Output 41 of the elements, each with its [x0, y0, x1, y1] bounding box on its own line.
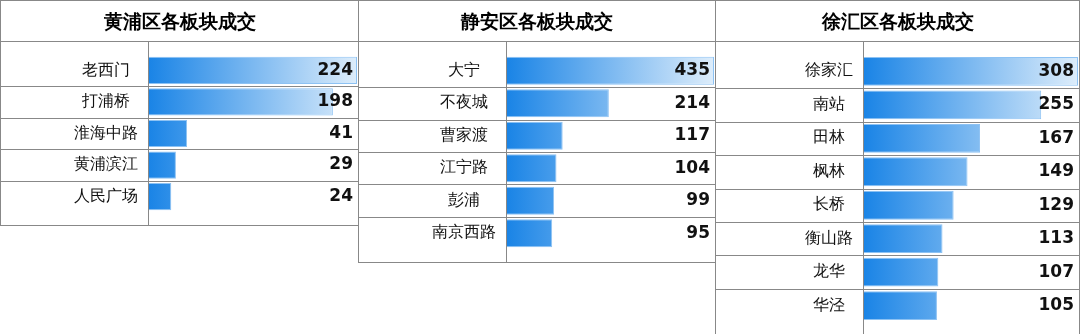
- y-tick-label: 田林: [813, 127, 845, 147]
- data-label: 224: [317, 58, 354, 79]
- y-tick-label: 曹家渡: [440, 124, 488, 144]
- data-label: 104: [674, 156, 711, 177]
- y-tick-label: 淮海中路: [74, 122, 138, 142]
- chart-title: 黄浦区各板块成交: [1, 1, 358, 42]
- y-tick-label: 长桥: [813, 194, 845, 214]
- y-tick-label: 打浦桥: [81, 91, 130, 111]
- data-label: 167: [1038, 126, 1074, 147]
- y-tick-label: 江宁路: [440, 157, 488, 177]
- data-label: 107: [1038, 260, 1074, 281]
- data-label: 255: [1038, 93, 1074, 114]
- data-label: 113: [1038, 227, 1074, 248]
- y-tick-label: 华泾: [813, 294, 845, 314]
- data-label: 149: [1038, 160, 1074, 181]
- y-tick-label: 老西门: [82, 59, 130, 79]
- y-tick-label: 衡山路: [805, 227, 853, 247]
- data-label: 198: [317, 90, 353, 111]
- chart-title: 徐汇区各板块成交: [716, 1, 1079, 42]
- data-label: 95: [686, 221, 710, 242]
- y-tick-label: 人民广场: [74, 185, 138, 205]
- y-tick-label: 徐家汇: [805, 60, 853, 80]
- data-label: 24: [329, 185, 354, 206]
- y-tick-label: 龙华: [813, 261, 845, 281]
- y-tick-label: 南京西路: [432, 222, 496, 242]
- data-label: 308: [1038, 59, 1074, 80]
- y-tick-label: 枫林: [813, 160, 845, 180]
- y-tick-label: 不夜城: [440, 92, 488, 112]
- data-label: 105: [1038, 294, 1074, 315]
- data-label: 214: [674, 91, 711, 112]
- y-tick-label: 彭浦: [448, 189, 480, 209]
- data-label: 117: [674, 124, 710, 145]
- y-tick-label: 大宁: [448, 59, 480, 79]
- data-label: 41: [329, 121, 353, 142]
- y-tick-label: 南站: [813, 93, 845, 113]
- data-label: 435: [674, 59, 710, 80]
- y-tick-label: 黄浦滨江: [74, 154, 138, 174]
- data-label: 29: [329, 153, 353, 174]
- chart-title: 静安区各板块成交: [359, 1, 715, 42]
- data-label: 129: [1038, 193, 1074, 214]
- data-label: 99: [686, 189, 710, 210]
